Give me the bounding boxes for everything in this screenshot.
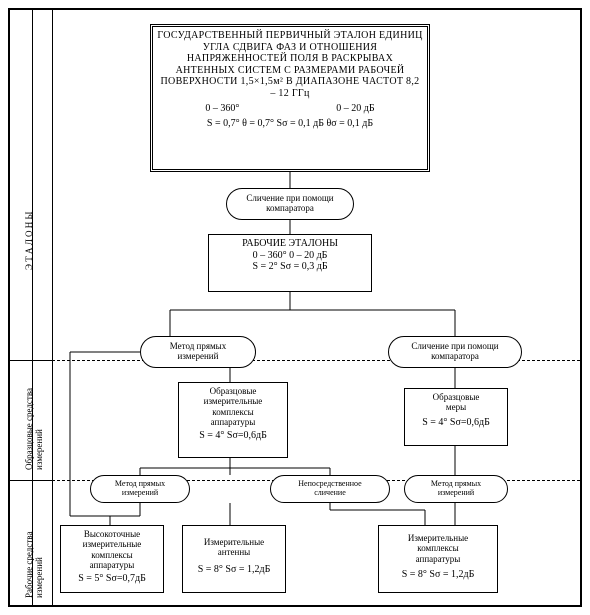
comparator-oval-2: Сличение при помощи компаратора bbox=[388, 336, 522, 368]
method-direct-1-label: Метод прямых измерений bbox=[170, 342, 226, 362]
comparator-2-label: Сличение при помощи компаратора bbox=[411, 342, 498, 362]
section-label-column: Э Т А Л О Н Ы Образцовые средства измере… bbox=[10, 10, 52, 605]
direct-compare-label: Непосредственное сличение bbox=[298, 480, 361, 498]
ref-measures-vals: S = 4° Sσ=0,6дБ bbox=[409, 417, 503, 429]
direct-compare-oval: Непосредственное сличение bbox=[270, 475, 390, 503]
method-direct-oval-1: Метод прямых измерений bbox=[140, 336, 256, 368]
meas-complex-title: Измерительные комплексы аппаратуры bbox=[383, 533, 493, 564]
diagram-frame: Э Т А Л О Н Ы Образцовые средства измере… bbox=[8, 8, 582, 607]
ref-complex-title: Образцовые измерительные комплексы аппар… bbox=[183, 386, 283, 427]
reference-complex-box: Образцовые измерительные комплексы аппар… bbox=[178, 382, 288, 458]
reference-measures-box: Образцовые меры S = 4° Sσ=0,6дБ bbox=[404, 388, 508, 446]
primary-vals: S = 0,7° θ = 0,7° Sσ = 0,1 дБ θσ = 0,1 д… bbox=[157, 118, 423, 130]
meas-ant-title: Измерительные антенны bbox=[187, 537, 281, 558]
high-prec-title: Высокоточные измерительные комплексы апп… bbox=[65, 529, 159, 570]
primary-title: ГОСУДАРСТВЕННЫЙ ПЕРВИЧНЫЙ ЭТАЛОН ЕДИНИЦ … bbox=[157, 30, 423, 99]
high-prec-vals: S = 5° Sσ=0,7дБ bbox=[65, 573, 159, 585]
comparator-1-label: Сличение при помощи компаратора bbox=[246, 194, 333, 214]
primary-range2: 0 – 20 дБ bbox=[336, 103, 374, 115]
primary-standard-box: ГОСУДАРСТВЕННЫЙ ПЕРВИЧНЫЙ ЭТАЛОН ЕДИНИЦ … bbox=[150, 24, 430, 172]
method-direct-oval-3: Метод прямых измерений bbox=[404, 475, 508, 503]
ref-measures-title: Образцовые меры bbox=[409, 392, 503, 413]
measuring-antennas-box: Измерительные антенны S = 8° Sσ = 1,2дБ bbox=[182, 525, 286, 593]
meas-ant-vals: S = 8° Sσ = 1,2дБ bbox=[187, 564, 281, 576]
working-std-r2: S = 2° Sσ = 0,3 дБ bbox=[213, 261, 367, 273]
working-std-r1: 0 – 360° 0 – 20 дБ bbox=[213, 250, 367, 262]
method-direct-2-label: Метод прямых измерений bbox=[115, 480, 165, 498]
comparator-oval-1: Сличение при помощи компаратора bbox=[226, 188, 354, 220]
working-standards-box: РАБОЧИЕ ЭТАЛОНЫ 0 – 360° 0 – 20 дБ S = 2… bbox=[208, 234, 372, 292]
measuring-complex-box: Измерительные комплексы аппаратуры S = 8… bbox=[378, 525, 498, 593]
section-label-2: Образцовые средства измерений bbox=[25, 388, 45, 470]
section-label-3: Рабочие средства измерений bbox=[25, 532, 45, 598]
primary-range1: 0 – 360° bbox=[205, 103, 239, 115]
ref-complex-vals: S = 4° Sσ=0,6дБ bbox=[183, 430, 283, 442]
method-direct-3-label: Метод прямых измерений bbox=[431, 480, 481, 498]
meas-complex-vals: S = 8° Sσ = 1,2дБ bbox=[383, 569, 493, 581]
high-precision-box: Высокоточные измерительные комплексы апп… bbox=[60, 525, 164, 593]
section-label-1: Э Т А Л О Н Ы bbox=[25, 212, 35, 270]
working-std-title: РАБОЧИЕ ЭТАЛОНЫ bbox=[213, 238, 367, 250]
method-direct-oval-2: Метод прямых измерений bbox=[90, 475, 190, 503]
